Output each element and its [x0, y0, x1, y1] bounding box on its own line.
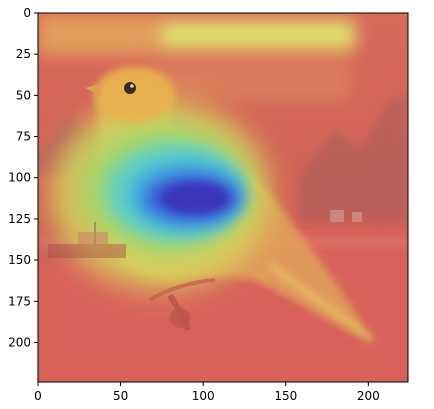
bird-feet	[148, 278, 216, 331]
y-tick-label: 75	[16, 130, 31, 144]
y-tick-label: 150	[8, 253, 31, 267]
heat-layers	[50, 100, 270, 290]
x-tick-label: 200	[357, 389, 380, 403]
background-buildings	[330, 210, 362, 222]
y-tick-label: 175	[8, 294, 31, 308]
x-axis: 0 50 100 150 200	[34, 382, 380, 403]
plot-frame	[37, 12, 409, 383]
background-boat	[48, 222, 126, 258]
y-tick-label: 25	[16, 47, 31, 61]
y-tick-label: 200	[8, 335, 31, 349]
y-tick-label: 0	[23, 6, 31, 20]
bird-head	[85, 67, 175, 123]
y-tick-label: 50	[16, 88, 31, 102]
y-tick-label: 125	[8, 212, 31, 226]
y-axis: 0 25 50 75 100 125 150 175 200	[8, 6, 38, 349]
upper-activation	[38, 15, 355, 100]
x-tick-label: 100	[192, 389, 215, 403]
bird-tail	[254, 262, 374, 343]
bird-eye	[124, 82, 136, 94]
y-tick-label: 100	[8, 171, 31, 185]
heatmap-image	[38, 13, 408, 382]
x-tick-label: 150	[274, 389, 297, 403]
x-tick-label: 0	[34, 389, 42, 403]
x-tick-label: 50	[113, 389, 128, 403]
